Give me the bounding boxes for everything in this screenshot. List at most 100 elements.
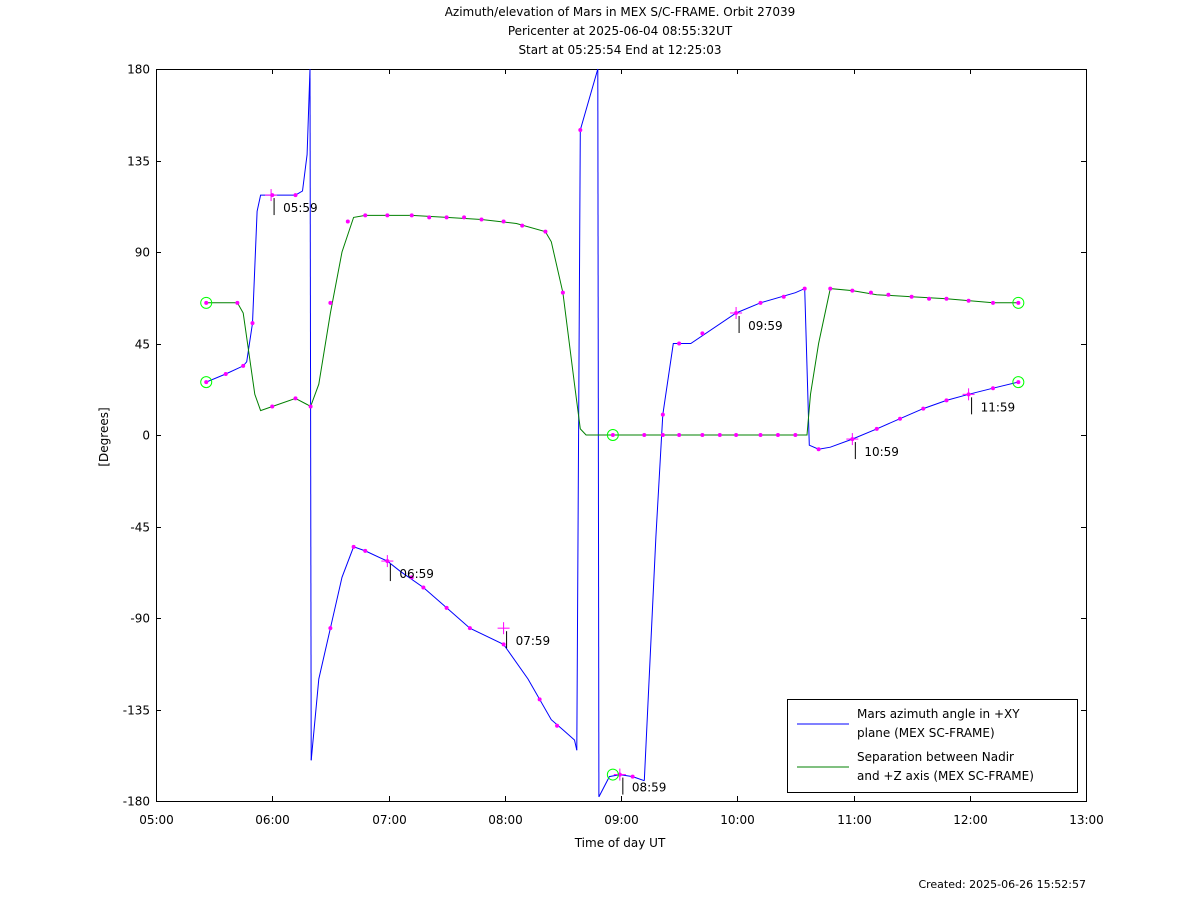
series-2-marker	[868, 290, 873, 295]
series-2-marker	[345, 219, 350, 224]
series-1-marker	[444, 605, 449, 610]
x-axis-label: Time of day UT	[574, 836, 666, 850]
start-end-marker	[1012, 296, 1025, 309]
series-2-marker	[966, 298, 971, 303]
series-2-marker	[308, 404, 313, 409]
series-1-line	[309, 68, 312, 761]
series-1-marker	[467, 626, 472, 631]
time-label: 07:59	[516, 634, 551, 648]
series-1-marker	[944, 398, 949, 403]
y-axis-label: [Degrees]	[97, 407, 111, 467]
series-1-marker	[501, 642, 506, 647]
series-2-marker	[909, 294, 914, 299]
series-1-marker	[921, 406, 926, 411]
x-tick-label: 07:00	[372, 813, 407, 827]
y-tick-label: -90	[130, 612, 150, 626]
series-2-marker	[991, 300, 995, 305]
series-2-marker	[520, 223, 525, 228]
series-2-marker	[270, 404, 275, 409]
series-2-marker	[409, 213, 414, 218]
series-1-marker	[802, 286, 807, 291]
series-2-marker	[660, 433, 665, 437]
x-tick-label: 11:00	[837, 813, 872, 827]
series-1-marker	[630, 774, 635, 779]
series-1-marker	[677, 341, 682, 346]
series-2-marker	[363, 213, 368, 218]
series-2-marker	[793, 433, 798, 437]
series-1-marker	[758, 300, 763, 305]
series-2-marker	[385, 213, 390, 218]
x-tick-label: 05:00	[139, 813, 174, 827]
series-2-marker	[543, 229, 548, 234]
series-2-marker	[717, 433, 722, 437]
series-1-marker	[204, 380, 209, 385]
x-tick-label: 12:00	[953, 813, 988, 827]
legend-box	[787, 699, 1078, 793]
y-tick-label: 90	[135, 246, 150, 260]
chart-title-line-3: Start at 05:25:54 End at 12:25:03	[518, 43, 722, 57]
series-1-marker	[223, 372, 228, 376]
series-1-line	[206, 68, 311, 383]
series-2-marker	[828, 286, 833, 291]
series-1-marker	[537, 697, 542, 702]
y-tick-label: 45	[135, 338, 150, 352]
time-label: 08:59	[632, 781, 667, 795]
series-2-marker	[758, 433, 763, 437]
series-1-line	[576, 68, 599, 751]
series-1-marker	[991, 386, 995, 391]
series-2-marker	[444, 215, 449, 220]
chart-title-line-2: Pericenter at 2025-06-04 08:55:32UT	[507, 24, 733, 38]
series-1-marker	[351, 544, 356, 549]
created-timestamp: Created: 2025-06-26 15:52:57	[918, 878, 1086, 891]
series-2-marker	[642, 433, 647, 437]
series-1-marker	[898, 416, 902, 421]
start-end-marker	[606, 429, 619, 441]
series-1-marker	[781, 294, 786, 299]
series-1-marker	[555, 723, 560, 728]
legend-label-2: and +Z axis (MEX SC-FRAME)	[857, 769, 1034, 783]
series-1-marker	[421, 585, 426, 590]
series-1-marker	[816, 447, 821, 452]
x-tick-label: 10:00	[720, 813, 755, 827]
series-2-marker	[1016, 300, 1021, 305]
series-1-line	[310, 546, 578, 761]
series-2-marker	[700, 433, 705, 437]
series-2-marker	[886, 292, 891, 297]
x-tick-label: 13:00	[1069, 813, 1104, 827]
time-label: 06:59	[399, 567, 434, 581]
series-1-marker	[241, 363, 246, 368]
series-1-marker	[1016, 380, 1021, 385]
legend-label-2: Separation between Nadir	[857, 750, 1014, 764]
y-tick-label: -45	[130, 521, 150, 535]
start-end-marker	[200, 376, 213, 389]
start-end-marker	[1012, 376, 1025, 389]
time-label: 11:59	[981, 400, 1016, 414]
chart-title-line-1: Azimuth/elevation of Mars in MEX S/C-FRA…	[444, 5, 796, 19]
series-2-marker	[427, 215, 432, 220]
y-tick-label: 135	[127, 155, 150, 169]
series-2-marker	[479, 217, 484, 222]
series-2-line	[206, 214, 1019, 436]
series-2-marker	[850, 288, 855, 293]
legend-label-1: Mars azimuth angle in +XY	[857, 707, 1020, 721]
series-2-marker	[501, 219, 506, 224]
series-2-marker	[677, 433, 682, 437]
series-2-marker	[734, 433, 739, 437]
y-tick-label: 0	[142, 429, 150, 443]
series-2-marker	[235, 300, 240, 305]
series-2-marker	[462, 215, 467, 220]
time-label: 10:59	[864, 445, 899, 459]
series-1-marker	[700, 331, 705, 336]
series-2-marker	[560, 290, 565, 295]
start-end-marker	[200, 296, 213, 309]
y-tick-label: -180	[123, 795, 150, 809]
series-1-marker	[250, 321, 255, 326]
series-2-marker	[610, 433, 615, 437]
y-tick-label: 180	[127, 63, 150, 77]
series-1-marker	[660, 412, 665, 417]
series-1-marker	[293, 193, 298, 198]
time-label: 09:59	[748, 319, 783, 333]
x-tick-label: 09:00	[604, 813, 639, 827]
series-2-marker	[293, 396, 298, 401]
